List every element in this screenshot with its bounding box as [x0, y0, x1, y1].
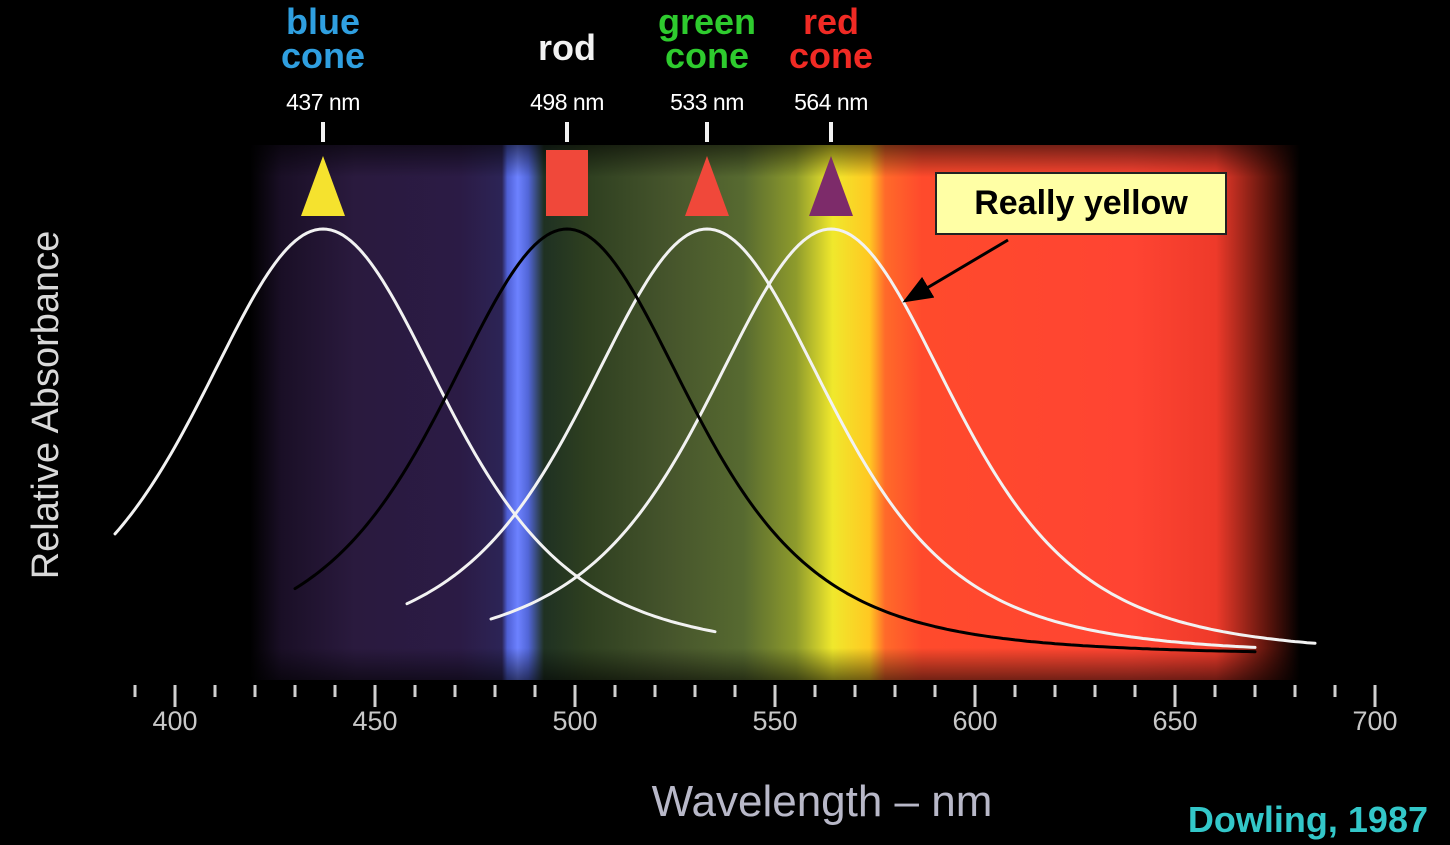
- x-major-tick: [173, 685, 177, 707]
- x-minor-tick: [1053, 685, 1057, 697]
- green-cone-absorbance-curve: [405, 227, 1257, 649]
- x-major-tick: [573, 685, 577, 707]
- x-minor-tick: [333, 685, 337, 697]
- x-minor-tick: [1133, 685, 1137, 697]
- x-minor-tick: [1293, 685, 1297, 697]
- x-tick-label: 600: [952, 706, 997, 736]
- source-credit: Dowling, 1987: [1188, 799, 1428, 840]
- x-axis: 400 450 500 550 600 650 700: [133, 685, 1398, 736]
- x-minor-tick: [933, 685, 937, 697]
- green-cone-peak-label: 533 nm: [670, 89, 744, 115]
- x-major-tick: [373, 685, 377, 707]
- x-minor-tick: [1213, 685, 1217, 697]
- rod-peak-tick: [565, 122, 569, 142]
- x-minor-tick: [693, 685, 697, 697]
- x-minor-tick: [1253, 685, 1257, 697]
- x-tick-label: 400: [152, 706, 197, 736]
- rod-name-label: rod: [538, 27, 596, 68]
- red-cone-peak-label: 564 nm: [794, 89, 868, 115]
- rod-absorbance-curve: [293, 227, 1257, 654]
- blue-cone-name-label: blue: [286, 1, 360, 42]
- x-minor-tick: [1333, 685, 1337, 697]
- blue-cone-absorbance-curve: [113, 227, 717, 634]
- x-minor-tick: [1013, 685, 1017, 697]
- y-axis-label: Relative Absorbance: [25, 231, 67, 580]
- x-minor-tick: [533, 685, 537, 697]
- red-cone-peak-marker: [809, 156, 853, 216]
- peak-markers: [301, 150, 853, 216]
- x-major-tick: [973, 685, 977, 707]
- green-cone-peak-tick: [705, 122, 709, 142]
- x-minor-tick: [133, 685, 137, 697]
- x-minor-tick: [893, 685, 897, 697]
- blue-cone-peak-marker: [301, 156, 345, 216]
- x-minor-tick: [653, 685, 657, 697]
- x-minor-tick: [1093, 685, 1097, 697]
- green-cone-name-label: green: [658, 1, 756, 42]
- x-minor-tick: [453, 685, 457, 697]
- x-tick-label: 700: [1352, 706, 1397, 736]
- x-major-tick: [1373, 685, 1377, 707]
- x-minor-tick: [293, 685, 297, 697]
- x-minor-tick: [733, 685, 737, 697]
- x-tick-label: 500: [552, 706, 597, 736]
- peak-tick-marks: [321, 122, 833, 142]
- blue-cone-name-label: cone: [281, 35, 365, 76]
- red-cone-name-label: red: [803, 1, 859, 42]
- rod-peak-label: 498 nm: [530, 89, 604, 115]
- x-minor-tick: [493, 685, 497, 697]
- red-cone-name-label: cone: [789, 35, 873, 76]
- blue-cone-peak-label: 437 nm: [286, 89, 360, 115]
- callout-arrow: [902, 238, 1009, 303]
- x-minor-tick: [853, 685, 857, 697]
- green-cone-name-label: cone: [665, 35, 749, 76]
- really-yellow-callout: Really yellow: [935, 172, 1227, 235]
- x-axis-label: Wavelength – nm: [652, 777, 993, 826]
- x-minor-tick: [613, 685, 617, 697]
- x-tick-label: 650: [1152, 706, 1197, 736]
- rod-peak-marker: [546, 150, 588, 216]
- x-minor-tick: [413, 685, 417, 697]
- red-cone-peak-tick: [829, 122, 833, 142]
- x-tick-label: 550: [752, 706, 797, 736]
- x-minor-tick: [213, 685, 217, 697]
- blue-cone-peak-tick: [321, 122, 325, 142]
- green-cone-peak-marker: [685, 156, 729, 216]
- x-tick-label: 450: [352, 706, 397, 736]
- x-minor-tick: [253, 685, 257, 697]
- x-major-tick: [773, 685, 777, 707]
- x-minor-tick: [813, 685, 817, 697]
- x-major-tick: [1173, 685, 1177, 707]
